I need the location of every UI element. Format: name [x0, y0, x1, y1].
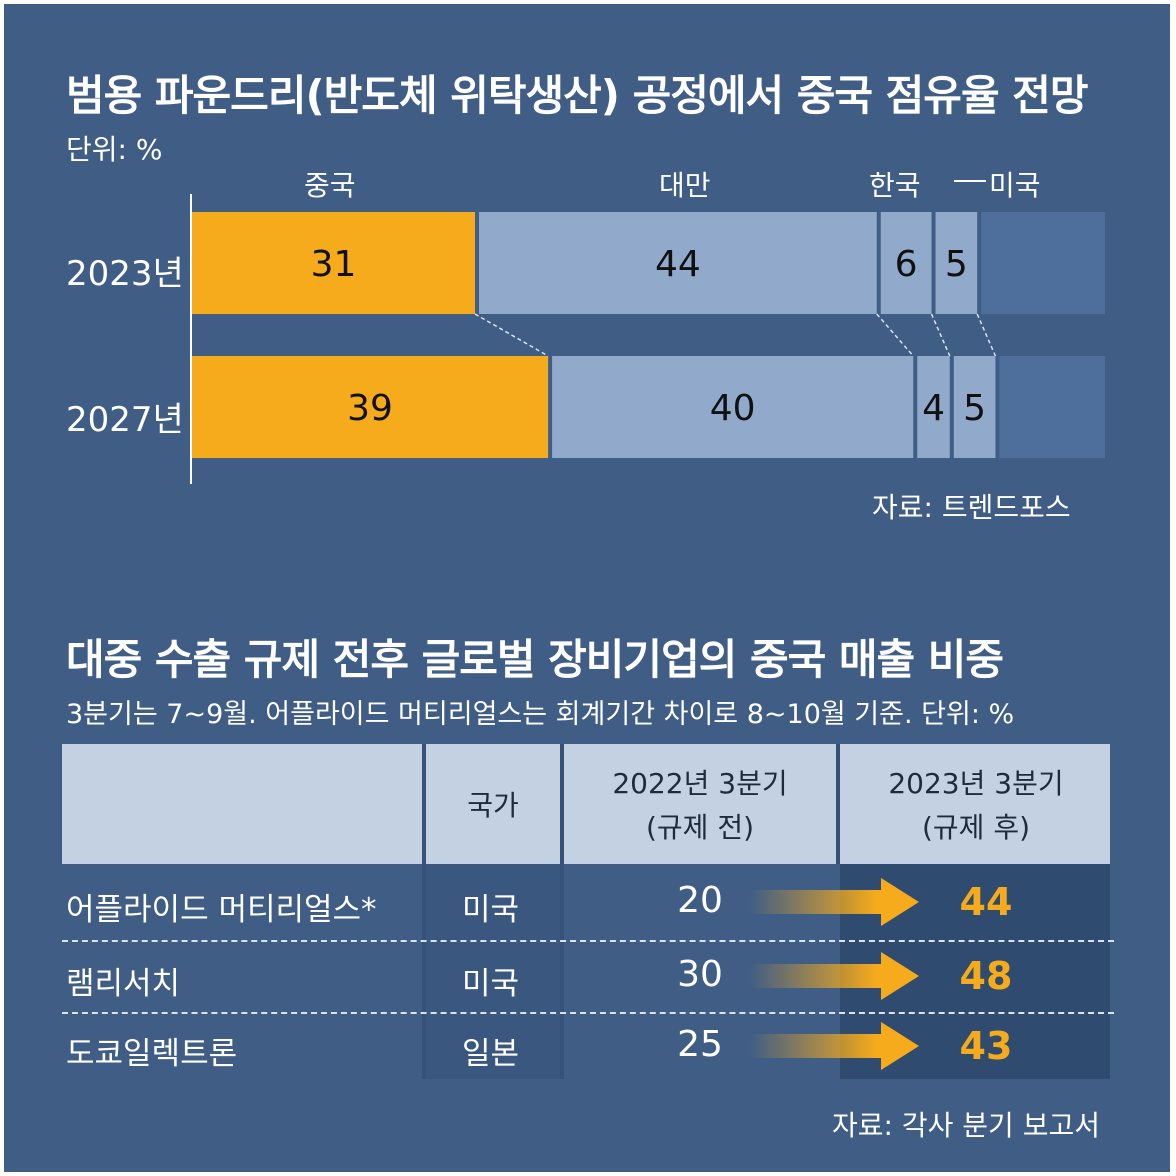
bar-value-label: 6: [895, 244, 918, 285]
column-divider: [836, 744, 840, 864]
bar-segment: [552, 356, 914, 458]
bar-segment: [192, 212, 476, 314]
right-arrow-icon: [749, 1022, 919, 1070]
header-country: 국가: [467, 789, 519, 822]
bar-segment: [935, 212, 978, 314]
category-label-2023: 2023년: [66, 254, 184, 294]
column-divider: [422, 744, 426, 1079]
before-value: 20: [677, 880, 723, 921]
after-value: 44: [959, 880, 1013, 924]
bar-value-label: 4: [922, 388, 945, 429]
legend-label-korea: 한국: [869, 169, 921, 202]
company-country: 일본: [462, 1036, 520, 1072]
connector-line: [474, 313, 549, 357]
header-before-period: 2022년 3분기: [612, 767, 788, 800]
table-title: 대중 수출 규제 전후 글로벌 장비기업의 중국 매출 비중: [66, 635, 1004, 684]
country-column-background: [426, 864, 560, 1079]
company-name: 램리서치: [66, 966, 181, 1002]
chart1-source: 자료: 트렌드포스: [872, 491, 1071, 524]
table-header-after-cell: [838, 744, 1110, 864]
connector-line: [930, 313, 951, 357]
legend-label-china: 중국: [304, 169, 356, 202]
header-before-label: (규제 전): [645, 811, 755, 844]
stacked-bar-chart: 31 44 6 539 40 4 5: [192, 212, 1105, 458]
company-country: 미국: [462, 966, 520, 1002]
bar-value-label: 40: [710, 388, 756, 429]
bar-segment: [917, 356, 950, 458]
bar-value-label: 44: [655, 244, 701, 285]
connector-line: [876, 313, 914, 357]
bar-value-label: 5: [963, 388, 986, 429]
chart1-axis-line: [190, 194, 192, 484]
bar-value-label: 39: [347, 388, 393, 429]
company-name: 어플라이드 머티리얼스*: [66, 892, 377, 928]
bar-value-label: 5: [945, 244, 968, 285]
category-label-2027: 2027년: [66, 400, 184, 440]
before-value: 30: [677, 954, 723, 995]
table-source: 자료: 각사 분기 보고서: [832, 1109, 1100, 1142]
infographic: 범용 파운드리(반도체 위탁생산) 공정에서 중국 점유율 전망 단위: % 중…: [4, 4, 1170, 1172]
right-arrow-icon: [749, 878, 919, 926]
legend-label-taiwan: 대만: [659, 169, 711, 202]
legend-label-us: 미국: [989, 169, 1041, 202]
table-note: 3분기는 7~9월. 어플라이드 머티리얼스는 회계기간 차이로 8~10월 기…: [66, 699, 1015, 730]
legend-leader-line: [954, 180, 986, 182]
right-arrow-icon: [749, 952, 919, 1000]
after-value: 48: [959, 954, 1013, 998]
before-value: 25: [677, 1024, 723, 1065]
company-name: 도쿄일렉트론: [66, 1036, 238, 1072]
chart1-title: 범용 파운드리(반도체 위탁생산) 공정에서 중국 점유율 전망: [66, 71, 1088, 120]
chart1-unit: 단위: %: [66, 133, 163, 166]
bar-segment: [953, 356, 996, 458]
bar-segment-remainder: [981, 212, 1105, 314]
bar-segment-remainder: [999, 356, 1105, 458]
bar-segment: [479, 212, 877, 314]
bar-value-label: 31: [311, 244, 357, 285]
row-divider: [62, 940, 1114, 942]
connector-line: [976, 313, 997, 357]
bar-segment: [880, 212, 932, 314]
header-after-period: 2023년 3분기: [888, 767, 1064, 800]
header-after-label: (규제 후): [921, 811, 1031, 844]
after-value: 43: [959, 1024, 1013, 1068]
row-divider: [62, 1012, 1114, 1014]
column-divider: [560, 744, 564, 1079]
company-country: 미국: [462, 892, 520, 928]
bar-segment: [192, 356, 549, 458]
